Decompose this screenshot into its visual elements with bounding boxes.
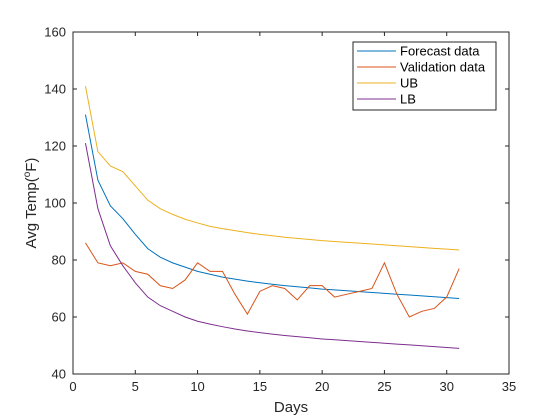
y-tick-label: 40: [52, 367, 66, 382]
y-tick-label: 120: [44, 139, 66, 154]
legend-label: Forecast data: [400, 44, 480, 59]
x-tick-label: 15: [253, 379, 267, 394]
y-tick-label: 100: [44, 196, 66, 211]
x-tick-label: 20: [315, 379, 329, 394]
series-layer: [84, 86, 460, 349]
y-tick-label: 80: [52, 253, 66, 268]
legend-label: Validation data: [400, 60, 486, 75]
x-tick-label: 0: [69, 379, 76, 394]
legend-label: UB: [400, 76, 418, 91]
y-tick-label: 60: [52, 310, 66, 325]
x-tick-label: 35: [502, 379, 516, 394]
series-line-validation-data: [85, 242, 460, 318]
x-axis-label: Days: [274, 399, 308, 416]
y-tick-label: 140: [44, 82, 66, 97]
x-tick-label: 25: [377, 379, 391, 394]
legend-label: LB: [400, 92, 416, 107]
y-axis-label: Avg Temp(oF): [22, 158, 40, 249]
series-line-ub: [84, 86, 460, 251]
y-tick-label: 160: [44, 25, 66, 40]
x-tick-label: 10: [190, 379, 204, 394]
axes-layer: 0 5 10 15 20 25 30 35 40 60 80 100 120 140 160: [44, 25, 516, 395]
x-tick-label: 30: [439, 379, 453, 394]
x-tick-label: 5: [132, 379, 139, 394]
series-line-lb: [84, 143, 460, 349]
